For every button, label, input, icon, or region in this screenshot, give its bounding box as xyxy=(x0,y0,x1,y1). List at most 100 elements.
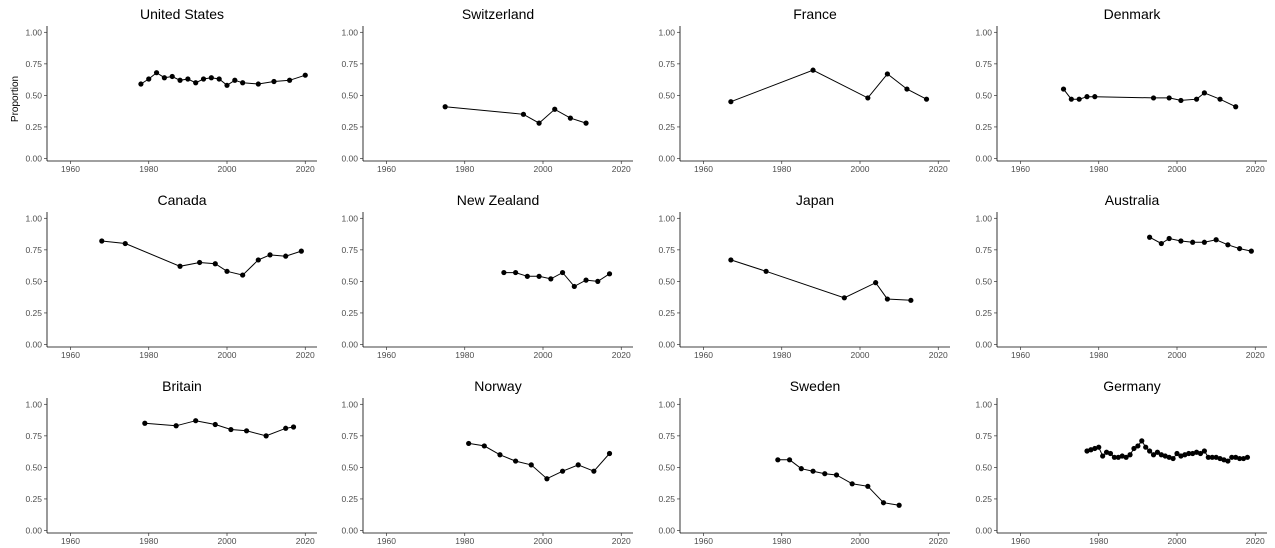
x-tick-label: 2000 xyxy=(218,164,237,174)
data-point-britain xyxy=(290,424,297,430)
y-tick-label: 0.25 xyxy=(341,308,358,318)
data-point-united-states xyxy=(185,76,191,82)
data-point-norway xyxy=(481,443,487,449)
x-tick-label: 1960 xyxy=(1011,164,1030,174)
data-point-britain xyxy=(173,423,179,429)
data-point-britain xyxy=(243,428,250,434)
panel-title-australia: Australia xyxy=(1105,192,1160,208)
y-tick-label: 1.00 xyxy=(658,27,675,37)
x-tick-label: 1980 xyxy=(1089,536,1108,546)
data-point-new-zealand xyxy=(548,276,554,282)
data-point-germany xyxy=(1233,454,1239,460)
y-tick-label: 0.75 xyxy=(341,245,358,255)
data-point-germany xyxy=(1103,449,1110,455)
series-line-switzerland xyxy=(445,106,587,124)
x-tick-label: 1980 xyxy=(772,350,791,360)
data-point-germany xyxy=(1240,455,1247,462)
data-point-germany xyxy=(1115,454,1121,460)
data-point-new-zealand xyxy=(606,271,613,277)
data-point-france xyxy=(904,86,910,92)
data-point-norway xyxy=(559,468,566,474)
y-tick-label: 0.25 xyxy=(341,122,358,132)
y-tick-label: 0.75 xyxy=(975,245,992,255)
y-tick-label: 0.00 xyxy=(975,339,992,349)
data-point-new-zealand xyxy=(524,273,530,279)
data-point-germany xyxy=(1092,445,1098,452)
data-point-denmark xyxy=(1092,94,1098,100)
data-point-united-states xyxy=(287,77,293,83)
data-point-australia xyxy=(1147,234,1153,240)
x-tick-label: 1980 xyxy=(139,350,158,360)
data-point-australia xyxy=(1178,238,1184,244)
x-tick-label: 2000 xyxy=(218,350,237,360)
y-tick-label: 0.50 xyxy=(25,462,42,472)
data-point-united-states xyxy=(208,75,214,81)
data-point-germany xyxy=(1123,454,1129,460)
y-tick-label: 0.75 xyxy=(975,431,992,441)
x-tick-label: 2000 xyxy=(1168,536,1187,546)
data-point-germany xyxy=(1158,452,1164,458)
data-point-canada xyxy=(197,259,203,266)
data-point-denmark xyxy=(1166,95,1172,101)
x-tick-label: 1960 xyxy=(1011,536,1030,546)
data-point-united-states xyxy=(200,76,207,82)
data-point-germany xyxy=(1190,450,1196,457)
data-point-sweden xyxy=(810,468,816,474)
y-tick-label: 0.75 xyxy=(658,431,675,441)
data-point-germany xyxy=(1186,450,1192,457)
panel-title-switzerland: Switzerland xyxy=(462,6,534,22)
y-tick-label: 0.75 xyxy=(341,431,358,441)
y-tick-label: 0.00 xyxy=(25,525,42,535)
y-tick-label: 0.75 xyxy=(658,59,675,69)
data-point-japan xyxy=(908,297,914,303)
series-line-denmark xyxy=(1063,88,1236,108)
data-point-canada xyxy=(298,248,304,254)
x-tick-label: 1960 xyxy=(61,536,80,546)
x-tick-label: 1960 xyxy=(377,536,396,546)
data-point-norway xyxy=(606,450,613,457)
data-point-denmark xyxy=(1068,96,1074,102)
data-point-australia xyxy=(1166,235,1172,242)
y-tick-label: 1.00 xyxy=(341,213,358,223)
series-line-norway xyxy=(468,442,610,480)
y-tick-label: 1.00 xyxy=(975,27,992,37)
y-tick-label: 0.00 xyxy=(658,339,675,349)
data-point-norway xyxy=(528,462,534,468)
data-point-united-states xyxy=(169,73,175,80)
series-line-japan xyxy=(730,259,911,301)
y-tick-label: 0.25 xyxy=(975,122,992,132)
data-point-norway xyxy=(575,462,581,468)
y-tick-label: 0.75 xyxy=(975,59,992,69)
data-point-germany xyxy=(1197,450,1204,457)
y-tick-label: 1.00 xyxy=(341,27,358,37)
data-point-australia xyxy=(1201,239,1207,245)
data-point-australia xyxy=(1158,240,1164,247)
panel-title-britain: Britain xyxy=(162,378,202,394)
data-point-germany xyxy=(1143,444,1149,450)
x-tick-label: 1960 xyxy=(694,350,713,360)
data-point-united-states xyxy=(232,77,238,83)
data-point-germany xyxy=(1154,449,1161,455)
data-point-switzerland xyxy=(583,120,589,126)
y-tick-label: 0.25 xyxy=(25,494,42,504)
y-tick-label: 0.00 xyxy=(25,153,42,163)
data-point-sweden xyxy=(833,472,840,478)
data-point-germany xyxy=(1131,445,1137,452)
data-point-germany xyxy=(1166,454,1172,460)
x-tick-label: 2000 xyxy=(534,536,553,546)
y-tick-label: 0.75 xyxy=(658,245,675,255)
data-point-sweden xyxy=(865,483,871,489)
data-point-united-states xyxy=(193,80,199,86)
data-point-germany xyxy=(1127,452,1133,458)
x-tick-label: 1980 xyxy=(139,164,158,174)
x-tick-label: 2020 xyxy=(612,536,631,546)
x-tick-label: 2020 xyxy=(296,536,315,546)
y-tick-label: 0.00 xyxy=(975,153,992,163)
y-tick-label: 0.25 xyxy=(975,308,992,318)
x-tick-label: 1980 xyxy=(455,164,474,174)
y-tick-label: 1.00 xyxy=(25,399,42,409)
data-point-canada xyxy=(240,272,246,278)
data-point-germany xyxy=(1088,447,1094,453)
x-tick-label: 2000 xyxy=(851,164,870,174)
data-point-france xyxy=(810,67,816,73)
